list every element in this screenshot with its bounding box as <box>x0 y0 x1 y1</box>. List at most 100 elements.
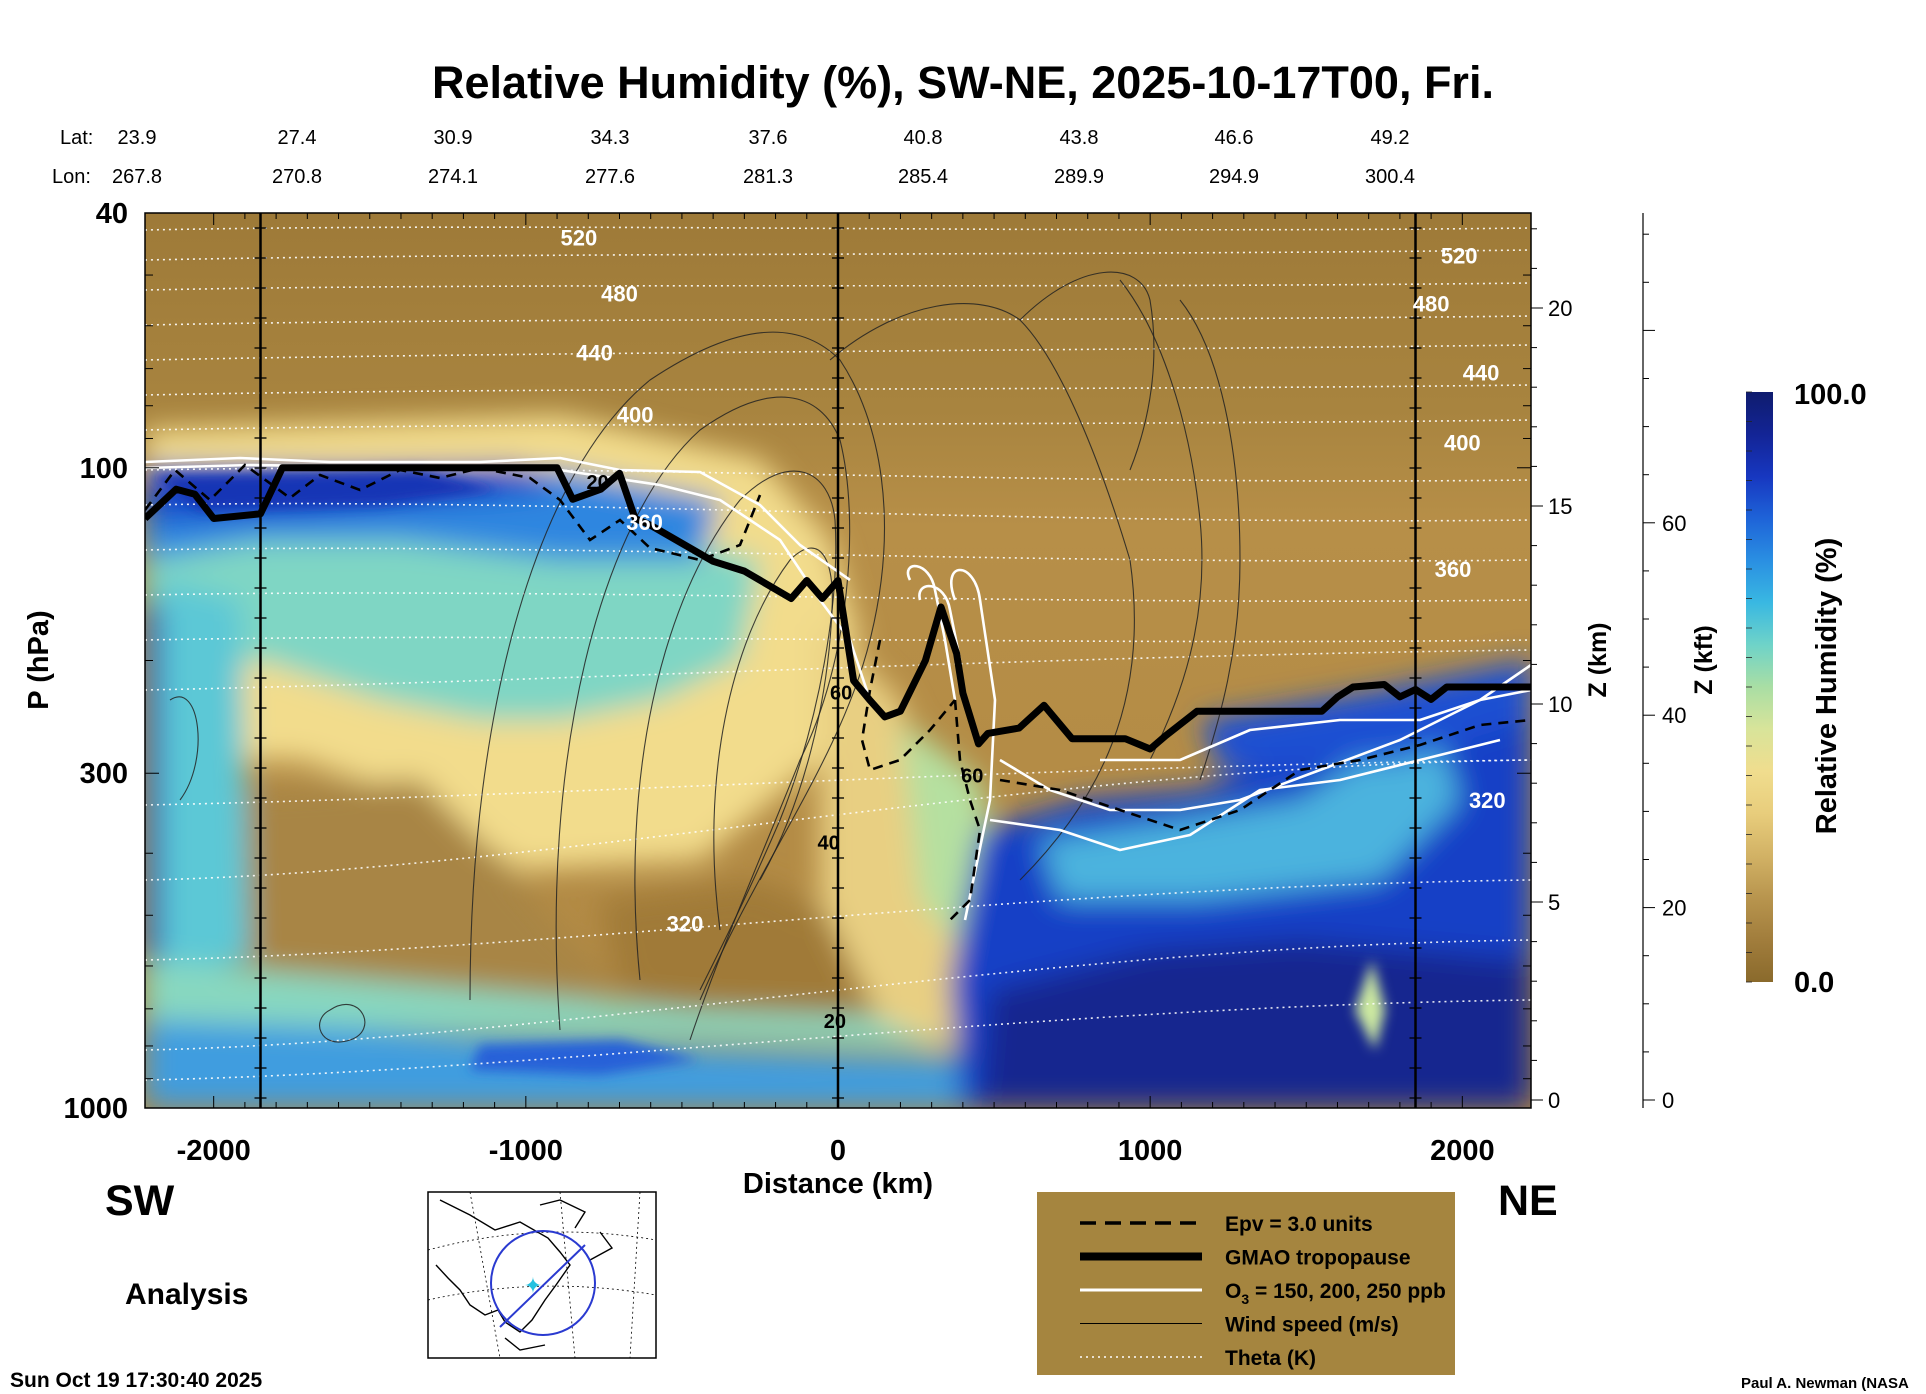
z-km-tick-label: 20 <box>1548 296 1572 321</box>
x-tick-label: 0 <box>830 1135 846 1167</box>
z-km-tick-label: 0 <box>1548 1088 1560 1113</box>
lat-value: 43.8 <box>1060 127 1099 149</box>
legend-label: GMAO tropopause <box>1225 1247 1411 1270</box>
z-km-axis: 0 5 10 15 20 <box>1531 228 1572 1113</box>
inset-map: ✦ <box>427 1191 657 1359</box>
z-km-tick-label: 10 <box>1548 692 1572 717</box>
lat-header: Lat: <box>60 127 93 149</box>
x-axis-label: Distance (km) <box>743 1168 933 1200</box>
vertical-reference-lines <box>254 213 1422 1108</box>
theta-contour <box>145 547 1531 562</box>
inset-map-star-icon: ✦ <box>524 1273 542 1298</box>
o3-contour <box>950 568 997 921</box>
lat-value: 37.6 <box>749 127 788 149</box>
rh-detail-deepblue-upper <box>150 470 500 510</box>
lon-value: 267.8 <box>112 166 162 188</box>
theta-label: 400 <box>617 403 654 428</box>
legend-label-main: O <box>1225 1280 1241 1303</box>
rh-region-left-cyan <box>160 580 250 980</box>
wind-contour <box>319 1003 366 1043</box>
lon-value: 294.9 <box>1209 166 1259 188</box>
wind-contour <box>1019 271 1155 471</box>
z-km-label: Z (km) <box>1584 623 1612 698</box>
epv-contour <box>145 463 762 562</box>
z-kft-tick-label: 60 <box>1662 511 1686 536</box>
theta-contour <box>145 502 1531 522</box>
legend-label: Theta (K) <box>1225 1347 1316 1370</box>
theta-label: 440 <box>1463 360 1500 385</box>
chart-title: Relative Humidity (%), SW-NE, 2025-10-17… <box>432 57 1494 108</box>
z-km-tick-label: 15 <box>1548 494 1572 519</box>
pressure-axis: 40 100 300 1000 <box>63 198 1531 1125</box>
credit-label: Paul A. Newman (NASA <box>1741 1375 1909 1392</box>
z-kft-tick-label: 40 <box>1662 703 1686 728</box>
legend-label-sub: 3 <box>1241 1291 1249 1307</box>
lon-value: 289.9 <box>1054 166 1104 188</box>
theta-contour <box>145 315 1531 326</box>
o3-contour <box>918 584 962 661</box>
wind-contour <box>1119 279 1203 761</box>
lat-value: 27.4 <box>278 127 317 149</box>
x-tick-label: 1000 <box>1118 1135 1183 1167</box>
epv-contour <box>999 718 1531 832</box>
lon-value: 274.1 <box>428 166 478 188</box>
theta-contour <box>145 636 1531 643</box>
o3-contour <box>999 663 1531 812</box>
z-kft-axis: 0 20 40 60 <box>1642 213 1686 1113</box>
theta-label: 440 <box>576 341 613 366</box>
lat-value: 40.8 <box>904 127 943 149</box>
theta-label: 320 <box>1469 788 1506 813</box>
wind-label: 20 <box>824 1011 846 1033</box>
timestamp: Sun Oct 19 17:30:40 2025 <box>10 1369 262 1392</box>
theta-contour <box>145 649 1531 691</box>
rh-region-dry-center <box>600 880 940 1040</box>
theta-label: 520 <box>1441 244 1478 269</box>
x-tick-label: -1000 <box>489 1135 563 1167</box>
inset-map-frame <box>427 1191 657 1359</box>
analysis-label: Analysis <box>125 1278 248 1311</box>
lat-value: 34.3 <box>591 127 630 149</box>
theta-label: 360 <box>1435 557 1472 582</box>
theta-label: 480 <box>601 282 638 307</box>
inset-map-circle <box>490 1230 596 1336</box>
x-tick-label: -2000 <box>177 1135 251 1167</box>
wind-labels: 20 60 40 20 60 <box>587 472 984 1033</box>
lon-values: 267.8 270.8 274.1 277.6 281.3 285.4 289.9 294.9… <box>112 166 1415 188</box>
contour-overlays: 520 480 440 400 360 320 520 480 440 400 360 320 20 6… <box>145 213 1531 1108</box>
p-tick-label: 40 <box>96 198 128 230</box>
lat-values: 23.9 27.4 30.9 34.3 37.6 40.8 43.8 46.6 49.2 <box>118 127 1410 149</box>
wind-label: 60 <box>830 682 852 704</box>
epv-contours <box>145 463 1531 921</box>
inset-map-graticule <box>427 1191 657 1359</box>
o3-contour <box>145 456 851 582</box>
theta-contours <box>145 226 1531 1081</box>
theta-label: 520 <box>561 226 598 251</box>
o3-contour <box>1100 688 1531 762</box>
rh-region-transition <box>820 620 1000 1060</box>
legend-items: Epv = 3.0 units GMAO tropopause O3 = 150, … <box>1080 1213 1446 1370</box>
theta-contour <box>145 759 1531 806</box>
theta-labels: 520 480 440 400 360 320 520 480 440 400 360 320 <box>561 226 1506 937</box>
lon-value: 285.4 <box>898 166 948 188</box>
o3-contour <box>906 564 957 701</box>
colorbar-max-label: 100.0 <box>1794 379 1867 411</box>
theta-contour <box>145 419 1531 431</box>
epv-contour <box>949 699 982 921</box>
theta-contour <box>145 344 1531 361</box>
theta-label: 320 <box>667 911 704 936</box>
wind-label: 40 <box>818 833 840 855</box>
lon-value: 281.3 <box>743 166 793 188</box>
colorbar-min-label: 0.0 <box>1794 967 1834 999</box>
legend-label: Wind speed (m/s) <box>1225 1314 1399 1337</box>
theta-label: 400 <box>1444 431 1481 456</box>
lat-value: 49.2 <box>1371 127 1410 149</box>
z-km-tick-label: 5 <box>1548 890 1560 915</box>
theta-label: 360 <box>626 510 663 535</box>
wind-contour <box>829 303 1135 881</box>
rh-region-ne-dark <box>980 940 1531 1108</box>
colorbar-title: Relative Humidity (%) <box>1811 538 1843 835</box>
wind-label: 60 <box>961 765 983 787</box>
ne-label: NE <box>1498 1177 1558 1225</box>
lat-value: 23.9 <box>118 127 157 149</box>
